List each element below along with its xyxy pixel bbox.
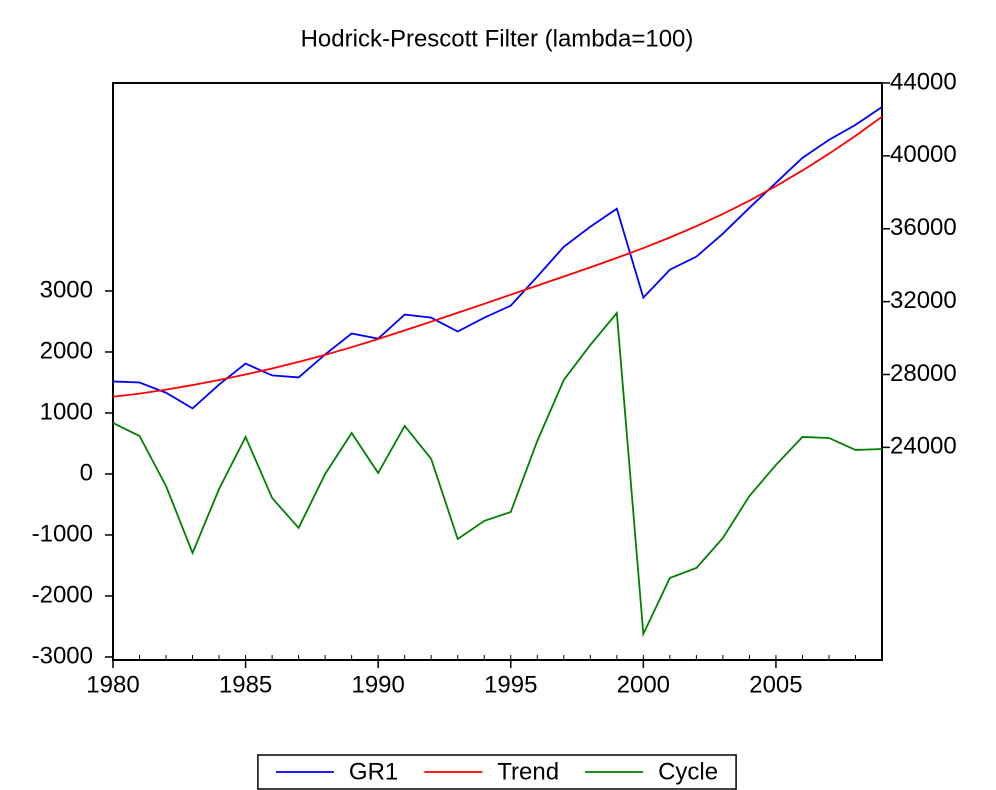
y2-tick-label: 32000 [890, 287, 957, 314]
x-tick-label: 2005 [749, 671, 802, 698]
y-tick-label: 1000 [40, 398, 93, 425]
series-line [112, 310, 883, 638]
y2-tick-label: 40000 [890, 141, 957, 168]
series-line [112, 115, 883, 398]
y-tick-label: 2000 [40, 337, 93, 364]
y-tick-label: -2000 [32, 581, 93, 608]
y2-tick-label: 36000 [890, 214, 957, 241]
legend-label: GR1 [349, 758, 398, 785]
x-tick-label: 1980 [86, 671, 139, 698]
legend-box [257, 754, 737, 790]
legend-label: Cycle [658, 758, 718, 785]
y-tick-label: 3000 [40, 276, 93, 303]
x-tick-label: 1990 [351, 671, 404, 698]
legend-label: Trend [497, 758, 559, 785]
x-tick-label: 1985 [219, 671, 272, 698]
x-tick-label: 2000 [617, 671, 670, 698]
y2-tick-label: 24000 [890, 433, 957, 460]
y2-tick-label: 44000 [890, 68, 957, 95]
x-tick-label: 1995 [484, 671, 537, 698]
series-line [112, 106, 883, 410]
y2-tick-label: 28000 [890, 360, 957, 387]
chart-title: Hodrick-Prescott Filter (lambda=100) [301, 25, 694, 52]
y-tick-label: -3000 [32, 642, 93, 669]
plot-frame [112, 82, 883, 661]
y-tick-label: -1000 [32, 520, 93, 547]
y-tick-label: 0 [80, 459, 93, 486]
